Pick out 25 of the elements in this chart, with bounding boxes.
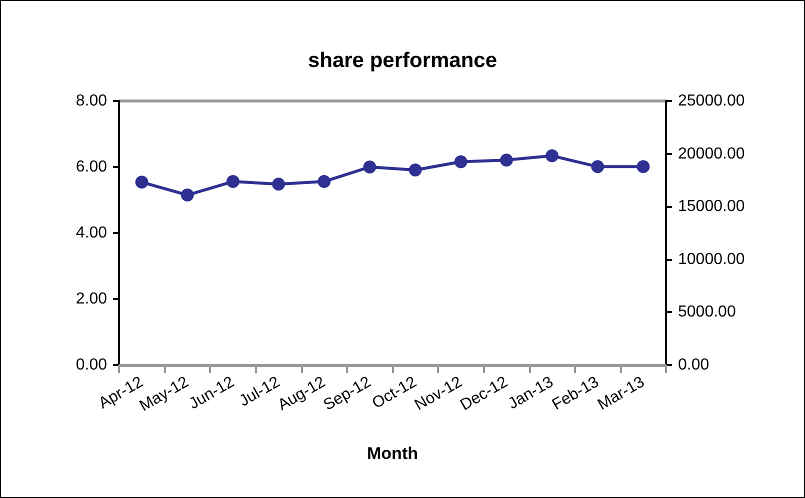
point [636,160,650,174]
point [591,160,604,174]
y2-tick-label: 25000.00 [678,92,745,110]
y-tick-label: 6.00 [76,158,108,176]
point [180,188,194,202]
y2-tick-label: 5000.00 [678,304,736,321]
y2-tick-label: 20000.00 [678,145,745,162]
point [500,154,513,167]
chart-title: share performance [308,49,498,72]
y-tick-label: 0.00 [76,356,108,374]
point [318,175,331,188]
point [226,175,240,188]
y-tick-label: 2.00 [76,290,108,308]
point [546,149,559,162]
point [363,160,376,174]
point [272,178,286,191]
point [454,155,468,168]
point [408,163,422,176]
y2-tick-label: 10000.00 [678,250,745,268]
y-tick-label: 4.00 [76,224,108,242]
y2-tick-label: 15000.00 [678,198,745,216]
y2-tick-label: 0.00 [678,356,710,374]
y-tick-label: 8.00 [76,92,108,110]
x-axis-title: Month [367,444,418,463]
point [135,176,148,189]
